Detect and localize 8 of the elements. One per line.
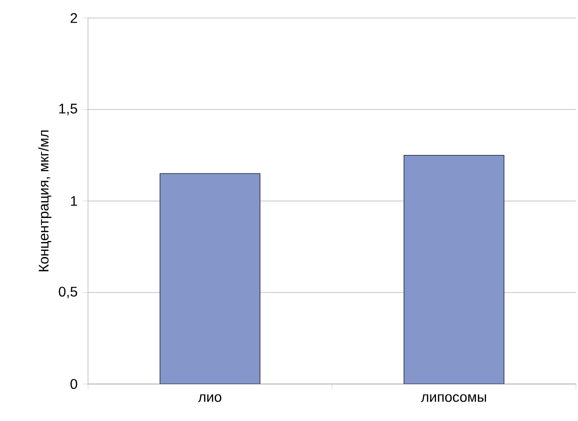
y-tick-label: 2	[70, 13, 78, 23]
x-tick-label: липосомы	[421, 394, 486, 402]
y-tick-label: 0	[70, 379, 78, 389]
y-tick-label: 1	[71, 196, 78, 206]
y-tick-label: 0,5	[58, 286, 78, 298]
y-tick-label: 1,5	[59, 104, 78, 116]
y-axis-title: Концентрация, мкг/мл	[38, 130, 52, 272]
x-tick-label: лио	[198, 394, 222, 402]
